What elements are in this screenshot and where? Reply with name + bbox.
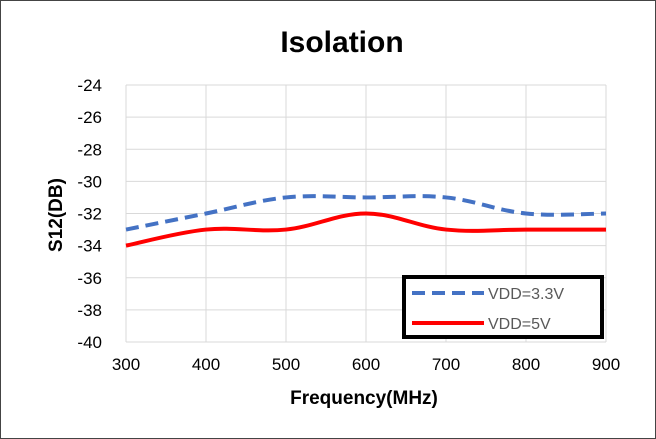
y-tick-label: -38 bbox=[77, 301, 102, 320]
x-tick-label: 300 bbox=[112, 355, 140, 374]
y-tick-label: -24 bbox=[77, 76, 102, 95]
tick-layer: -24 -26 -28 -30 -32 -34 -36 -38 -40 300 400 500 600 7… bbox=[77, 76, 620, 374]
legend-box bbox=[402, 275, 604, 339]
x-tick-label: 800 bbox=[512, 355, 540, 374]
series-line-vdd-5v bbox=[125, 211, 606, 248]
x-tick-label: 500 bbox=[272, 355, 300, 374]
x-tick-label: 400 bbox=[192, 355, 220, 374]
y-tick-label: -36 bbox=[77, 269, 102, 288]
x-tick-label: 700 bbox=[432, 355, 460, 374]
legend: VDD=3.3V VDD=5V bbox=[402, 275, 604, 339]
series-line-vdd-3-3v bbox=[125, 194, 607, 232]
series-layer bbox=[125, 194, 607, 248]
y-tick-label: -28 bbox=[77, 140, 102, 159]
legend-label-vdd-5v: VDD=5V bbox=[488, 316, 551, 333]
y-tick-label: -34 bbox=[77, 237, 102, 256]
y-tick-label: -30 bbox=[77, 172, 102, 191]
y-tick-label: -40 bbox=[77, 333, 102, 352]
x-tick-label: 900 bbox=[592, 355, 620, 374]
y-tick-label: -32 bbox=[77, 205, 102, 224]
y-tick-label: -26 bbox=[77, 108, 102, 127]
x-tick-label: 600 bbox=[352, 355, 380, 374]
x-axis-title: Frequency(MHz) bbox=[290, 388, 438, 409]
legend-label-vdd-3-3v: VDD=3.3V bbox=[488, 286, 564, 303]
chart-title: Isolation bbox=[280, 26, 403, 59]
y-axis-title: S12(DB) bbox=[46, 178, 67, 252]
